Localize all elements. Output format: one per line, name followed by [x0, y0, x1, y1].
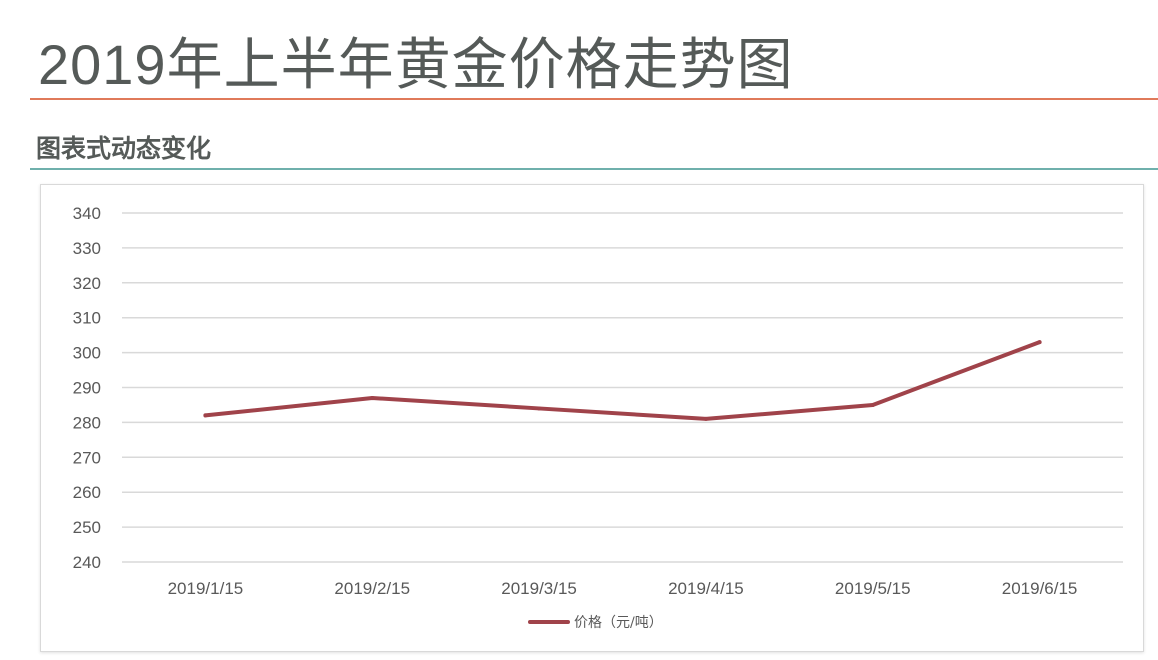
- series-line-1: [203, 340, 1042, 421]
- data-point-6: [1037, 340, 1042, 345]
- y-tick-label-240: 240: [73, 553, 101, 572]
- line-chart: 240 250 260 270 280 290 300 310 320 330 340 2019/1…: [73, 204, 1123, 631]
- chart-frame: 240 250 260 270 280 290 300 310 320 330 340 2019/1…: [40, 184, 1144, 652]
- y-tick-label-290: 290: [73, 379, 101, 398]
- legend: 价格（元/吨）: [528, 615, 663, 631]
- y-tick-label-340: 340: [73, 204, 101, 223]
- data-point-4: [703, 416, 708, 421]
- data-point-5: [870, 402, 875, 407]
- data-point-2: [370, 395, 375, 400]
- series-layer: [203, 340, 1042, 421]
- data-point-3: [537, 406, 542, 411]
- page-title: 2019年上半年黄金价格走势图: [38, 33, 794, 96]
- y-tick-label-330: 330: [73, 239, 101, 258]
- data-point-1: [203, 413, 208, 418]
- x-tick-label-2: 2019/2/15: [334, 579, 410, 598]
- x-axis-ticks: 2019/1/15 2019/2/15 2019/3/15 2019/4/15 2019…: [168, 579, 1078, 598]
- x-tick-label-3: 2019/3/15: [501, 579, 577, 598]
- y-tick-label-300: 300: [73, 344, 101, 363]
- x-tick-label-6: 2019/6/15: [1002, 579, 1078, 598]
- x-tick-label-4: 2019/4/15: [668, 579, 744, 598]
- x-tick-label-1: 2019/1/15: [168, 579, 244, 598]
- y-tick-label-280: 280: [73, 413, 101, 432]
- y-tick-label-270: 270: [73, 448, 101, 467]
- x-tick-label-5: 2019/5/15: [835, 579, 911, 598]
- grid-lines: [122, 212, 1123, 563]
- y-axis-ticks: 240 250 260 270 280 290 300 310 320 330 340: [73, 204, 101, 572]
- y-tick-label-310: 310: [73, 309, 101, 328]
- y-tick-label-260: 260: [73, 483, 101, 502]
- section-divider: [30, 168, 1158, 170]
- y-tick-label-250: 250: [73, 518, 101, 537]
- section-heading: 图表式动态变化: [36, 135, 212, 163]
- legend-label: 价格（元/吨）: [574, 615, 663, 631]
- title-divider: [30, 98, 1158, 100]
- y-tick-label-320: 320: [73, 274, 101, 293]
